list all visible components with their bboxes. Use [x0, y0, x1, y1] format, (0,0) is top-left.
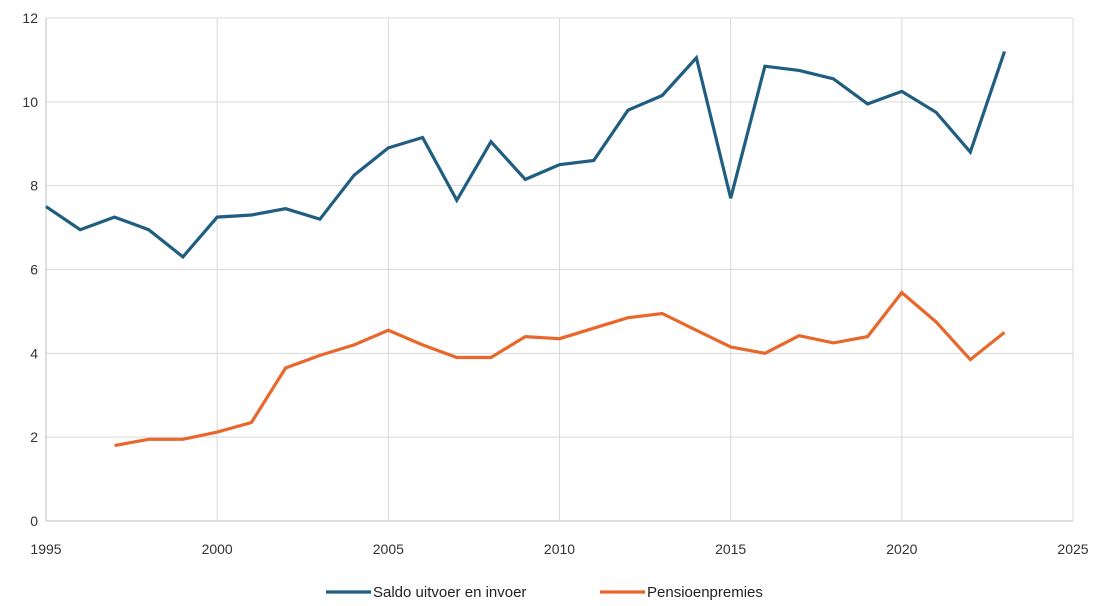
x-tick-label: 2005	[373, 541, 404, 557]
x-tick-label: 2020	[886, 541, 917, 557]
x-tick-label: 2015	[715, 541, 746, 557]
series-line-0	[45, 50, 1007, 260]
y-tick-label: 0	[30, 513, 38, 529]
y-tick-label: 4	[30, 345, 38, 361]
x-tick-label: 2000	[202, 541, 233, 557]
y-tick-label: 12	[22, 10, 38, 26]
series-line-1	[114, 290, 1006, 448]
legend-label: Pensioenpremies	[647, 584, 763, 601]
y-tick-label: 6	[30, 262, 38, 278]
grid	[45, 17, 1074, 522]
x-tick-label: 2010	[544, 541, 575, 557]
y-tick-label: 10	[22, 94, 38, 110]
x-tick-label: 1995	[30, 541, 61, 557]
legend: Saldo uitvoer en invoer Pensioenpremies	[326, 584, 763, 601]
x-axis-ticks: 1995 2000 2005 2010 2015 2020 2025	[30, 541, 1088, 557]
y-tick-label: 2	[30, 429, 38, 445]
legend-label: Saldo uitvoer en invoer	[373, 584, 526, 601]
y-axis-ticks: 0 2 4 6 8 10 12	[22, 10, 38, 529]
y-tick-label: 8	[30, 178, 38, 194]
series	[45, 50, 1007, 448]
x-tick-label: 2025	[1057, 541, 1088, 557]
